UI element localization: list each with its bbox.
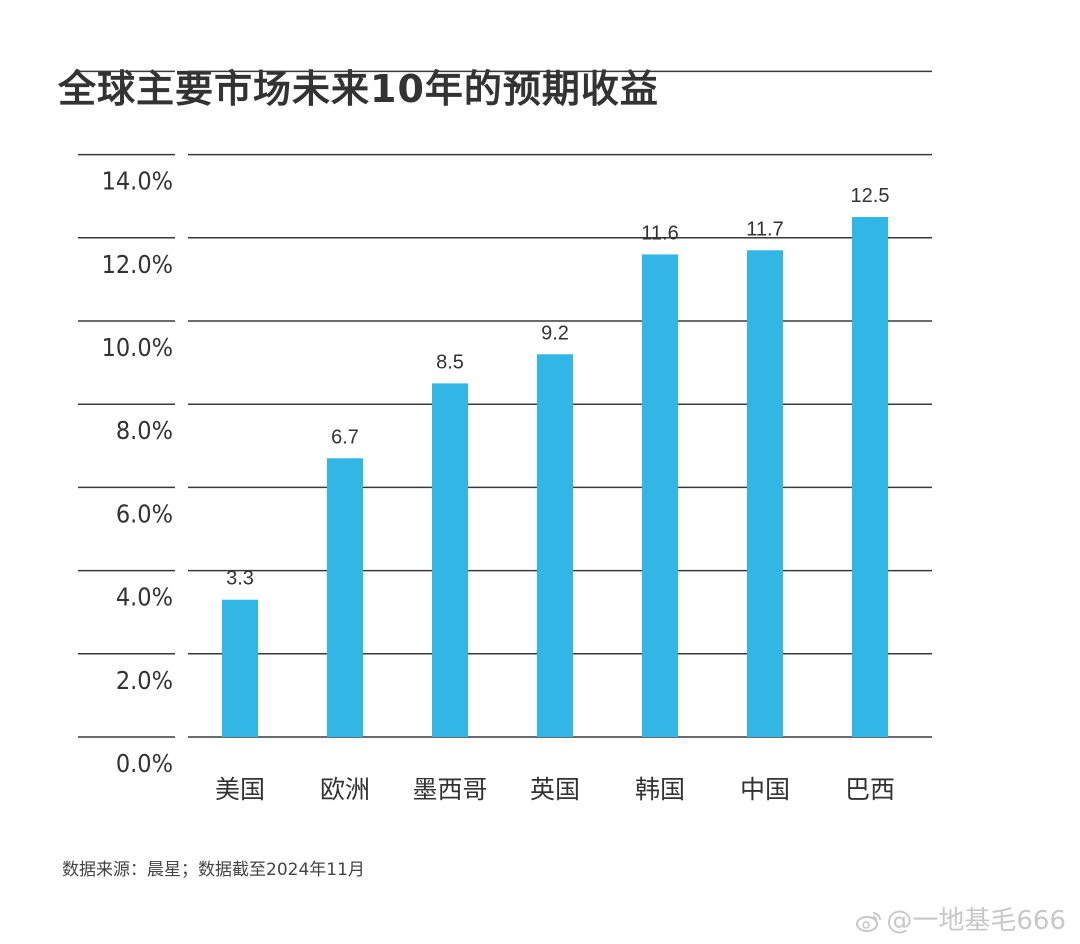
y-tick-label: 8.0% bbox=[116, 416, 173, 445]
chart-title: 全球主要市场未来10年的预期收益 bbox=[58, 67, 659, 111]
bar-2 bbox=[432, 383, 468, 737]
bar-6 bbox=[852, 217, 888, 737]
data-label: 8.5 bbox=[436, 351, 464, 373]
bars bbox=[222, 217, 888, 737]
y-tick-label: 14.0% bbox=[102, 167, 173, 196]
x-axis-tick-labels: 美国 欧洲 墨西哥 英国 韩国 中国 巴西 bbox=[215, 775, 895, 804]
y-axis-tick-labels: 0.0% 2.0% 4.0% 6.0% 8.0% 10.0% 12.0% 14.0% bbox=[102, 167, 173, 778]
watermark: @一地基毛666 bbox=[856, 900, 1066, 937]
y-tick-label: 2.0% bbox=[116, 666, 173, 695]
watermark-text: @一地基毛666 bbox=[886, 906, 1066, 936]
data-label: 11.6 bbox=[641, 222, 678, 244]
data-label: 3.3 bbox=[226, 568, 254, 590]
bar-1 bbox=[327, 458, 363, 737]
x-tick-label: 墨西哥 bbox=[412, 775, 487, 804]
y-tick-label: 12.0% bbox=[102, 250, 173, 279]
x-tick-label: 美国 bbox=[215, 775, 265, 804]
data-label: 11.7 bbox=[746, 218, 783, 240]
data-label: 9.2 bbox=[541, 322, 569, 344]
bar-3 bbox=[537, 354, 573, 737]
x-tick-label: 欧洲 bbox=[320, 775, 370, 804]
x-tick-label: 中国 bbox=[740, 775, 790, 804]
source-note: 数据来源：晨星；数据截至2024年11月 bbox=[62, 860, 365, 880]
bar-chart: 3.3 6.7 8.5 9.2 11.6 11.7 12.5 0.0% 2.0% 4.0% 6.0… bbox=[78, 70, 932, 804]
x-tick-label: 韩国 bbox=[635, 775, 685, 804]
data-label: 12.5 bbox=[851, 185, 890, 207]
y-tick-label: 0.0% bbox=[116, 749, 173, 778]
data-labels: 3.3 6.7 8.5 9.2 11.6 11.7 12.5 bbox=[226, 185, 889, 590]
bar-4 bbox=[642, 254, 678, 737]
data-label: 6.7 bbox=[331, 426, 359, 448]
y-tick-label: 4.0% bbox=[116, 583, 173, 612]
gridlines bbox=[78, 70, 932, 738]
x-tick-label: 英国 bbox=[530, 775, 580, 804]
y-tick-label: 10.0% bbox=[102, 333, 173, 362]
bar-5 bbox=[747, 250, 783, 737]
y-tick-label: 6.0% bbox=[116, 499, 173, 528]
weibo-icon bbox=[856, 912, 882, 932]
bar-0 bbox=[222, 599, 258, 737]
x-tick-label: 巴西 bbox=[845, 775, 895, 804]
